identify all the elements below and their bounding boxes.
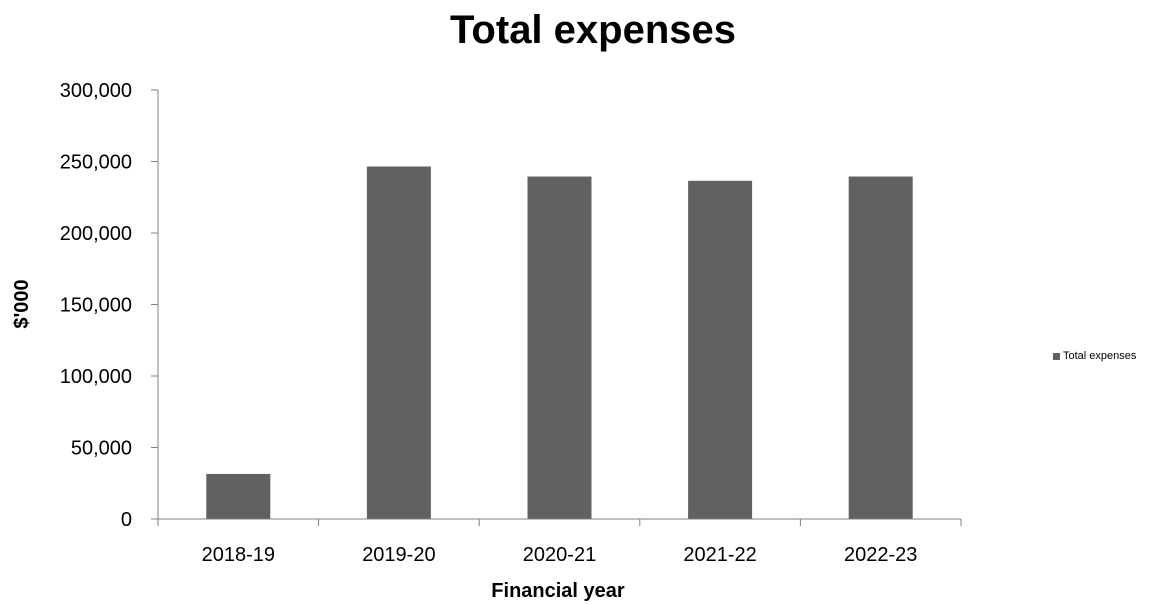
legend-label: Total expenses — [1063, 350, 1137, 362]
y-tick-label: 300,000 — [60, 80, 132, 102]
bar-2021-22 — [688, 180, 753, 519]
y-tick-label: 150,000 — [60, 295, 132, 317]
bar-2019-20 — [366, 166, 431, 519]
y-tick-label: 50,000 — [71, 438, 132, 460]
y-tick-label: 100,000 — [60, 366, 132, 388]
x-ticks-layer: 2018-19 2019-20 2020-21 2021-22 2022-23 — [157, 519, 962, 566]
bar-2022-23 — [848, 176, 913, 519]
bar-2018-19 — [206, 473, 271, 519]
legend-swatch — [1053, 352, 1060, 360]
y-tick-label: 250,000 — [60, 152, 132, 174]
bar-2020-21 — [527, 176, 592, 519]
x-axis-title: Financial year — [491, 580, 625, 602]
x-tick-label: 2021-22 — [683, 544, 756, 566]
chart-title: Total expenses — [449, 8, 737, 52]
bars-layer — [206, 166, 913, 519]
y-tick-label: 0 — [121, 509, 132, 531]
y-tick-label: 200,000 — [60, 223, 132, 245]
x-tick-label: 2020-21 — [523, 544, 596, 566]
y-axis-title: $'000 — [11, 279, 33, 328]
x-tick-label: 2018-19 — [202, 544, 275, 566]
y-ticks-layer: 0 50,000 100,000 150,000 200,000 250,000 300,0… — [60, 80, 158, 531]
legend: Total expenses — [1053, 350, 1136, 362]
x-tick-label: 2019-20 — [362, 544, 435, 566]
x-tick-label: 2022-23 — [844, 544, 917, 566]
